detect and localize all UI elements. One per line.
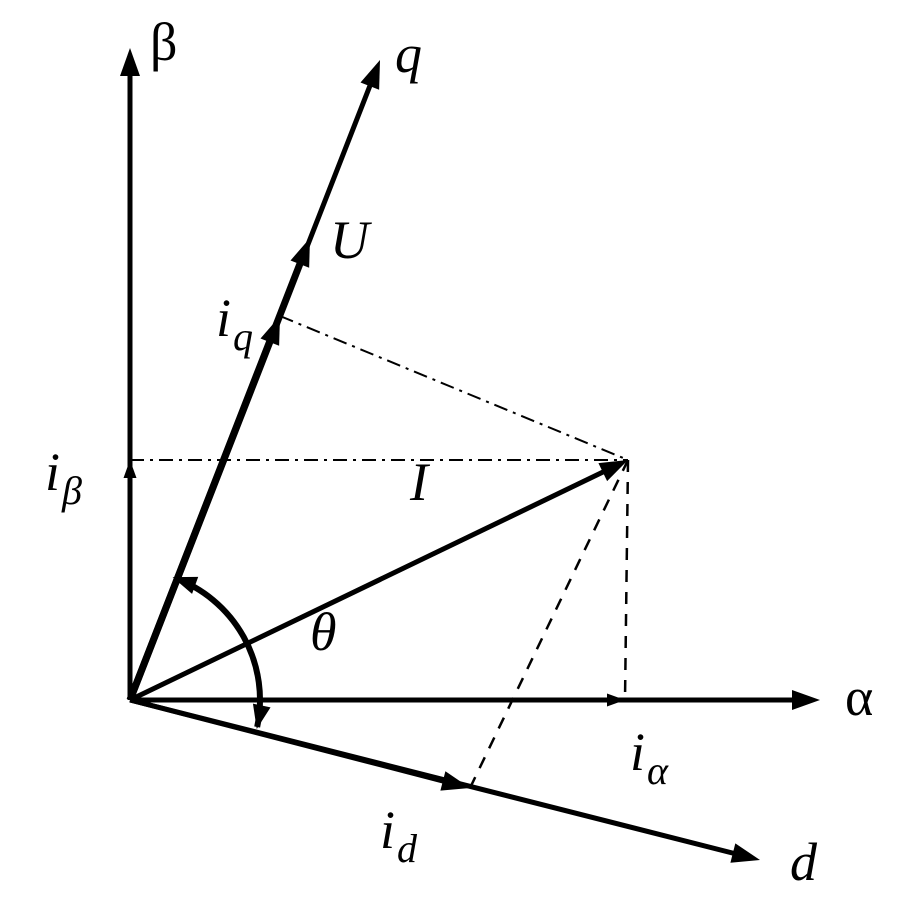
label-beta: β	[150, 12, 177, 72]
vector-diagram: αβdqIUiqidiαiβθ	[0, 0, 902, 907]
label-q: q	[395, 24, 422, 84]
background	[0, 0, 902, 907]
label-theta: θ	[310, 602, 337, 662]
label-U: U	[330, 210, 372, 270]
label-d: d	[790, 832, 818, 892]
label-I: I	[409, 452, 431, 512]
label-alpha: α	[845, 667, 873, 727]
